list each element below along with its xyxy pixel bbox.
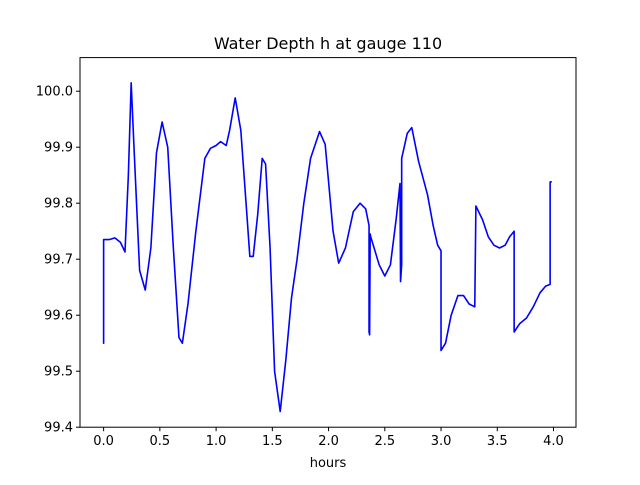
x-tick-label: 1.0 (206, 434, 227, 449)
x-tick-label: 2.5 (374, 434, 395, 449)
x-tick-label: 0.5 (150, 434, 171, 449)
y-tick-label: 99.8 (44, 197, 73, 212)
x-tick-label: 3.0 (431, 434, 452, 449)
x-tick-label: 3.5 (487, 434, 508, 449)
x-tick-label: 2.0 (318, 434, 339, 449)
y-tick-label: 99.5 (44, 365, 73, 380)
x-tick-label: 4.0 (543, 434, 564, 449)
x-axis-label: hours (310, 456, 347, 471)
y-tick-label: 99.9 (44, 141, 73, 156)
y-axis-ticks: 99.4 99.5 99.6 99.7 99.8 99.9 100.0 (36, 85, 80, 436)
chart-title: Water Depth h at gauge 110 (214, 34, 442, 53)
series-group (102, 82, 553, 413)
y-tick-label: 99.4 (44, 421, 73, 436)
plot-frame (79, 57, 577, 428)
y-tick-label: 99.7 (44, 253, 73, 268)
x-tick-label: 0.0 (93, 434, 114, 449)
y-tick-label: 100.0 (36, 85, 73, 100)
x-tick-label: 1.5 (262, 434, 283, 449)
y-tick-label: 99.6 (44, 309, 73, 324)
x-axis-ticks: 0.0 0.5 1.0 1.5 2.0 2.5 3.0 3.5 4.0 (93, 427, 564, 449)
series-line (102, 82, 553, 413)
